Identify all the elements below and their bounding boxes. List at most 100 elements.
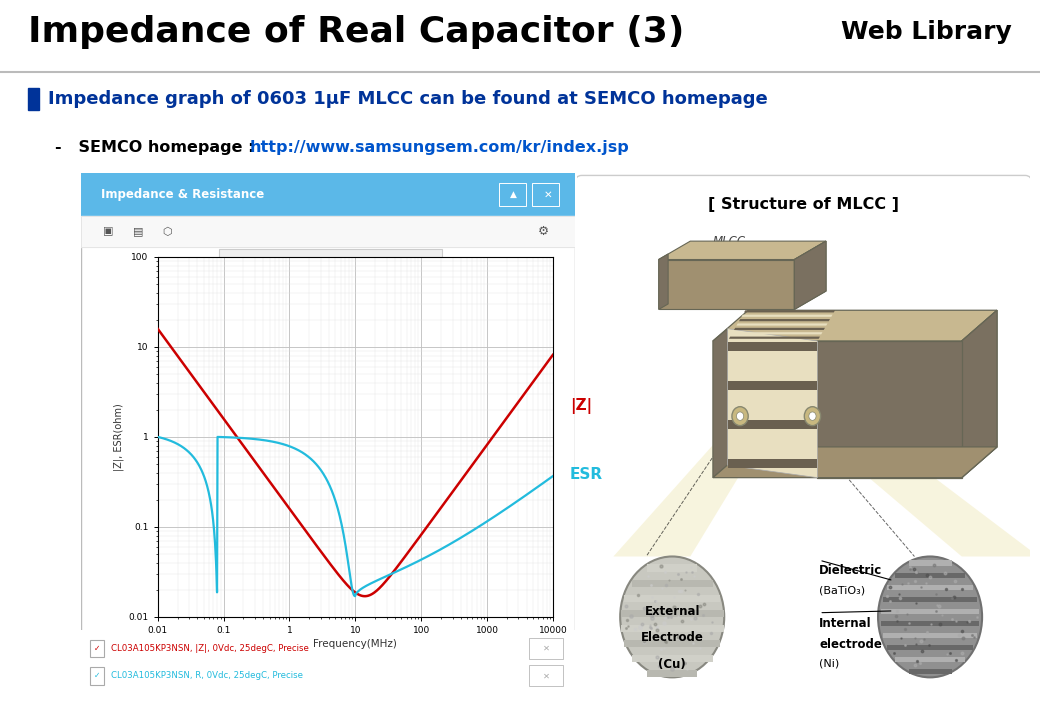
Polygon shape: [734, 328, 825, 330]
Text: |Z|: |Z|: [570, 398, 592, 414]
Text: Impedance graph of 0603 1μF MLCC can be found at SEMCO homepage: Impedance graph of 0603 1μF MLCC can be …: [48, 90, 768, 108]
Bar: [881, 621, 980, 626]
Bar: [631, 580, 712, 587]
Bar: [647, 564, 698, 572]
Text: Web Library: Web Library: [841, 19, 1012, 44]
Text: ·  C = 1.0μF: · C = 1.0μF: [233, 282, 304, 292]
Bar: [887, 645, 972, 650]
Text: •  03A105KP3NSN: • 03A105KP3NSN: [237, 259, 349, 269]
Circle shape: [732, 407, 748, 426]
Polygon shape: [728, 342, 817, 351]
Polygon shape: [713, 329, 728, 477]
Polygon shape: [728, 361, 817, 370]
Bar: [887, 585, 972, 590]
Text: CL03A105KP3NSN, R, 0Vdc, 25degC, Precise: CL03A105KP3NSN, R, 0Vdc, 25degC, Precise: [110, 671, 303, 680]
Bar: [621, 610, 724, 617]
Polygon shape: [614, 430, 768, 557]
Text: External: External: [645, 606, 700, 618]
Text: ·  ESR ~ 17mΩ @SRF: · ESR ~ 17mΩ @SRF: [233, 300, 359, 310]
Polygon shape: [658, 254, 668, 310]
Circle shape: [809, 412, 816, 420]
Polygon shape: [962, 310, 997, 477]
Polygon shape: [713, 447, 997, 477]
FancyBboxPatch shape: [219, 249, 442, 378]
Bar: [894, 572, 965, 577]
Bar: [528, 665, 564, 686]
Text: ✕: ✕: [543, 644, 549, 653]
Polygon shape: [728, 420, 817, 429]
Text: http://www.samsungsem.com/kr/index.jsp: http://www.samsungsem.com/kr/index.jsp: [250, 140, 630, 155]
Bar: [90, 667, 104, 685]
Bar: [81, 630, 575, 698]
Polygon shape: [795, 241, 826, 310]
Polygon shape: [728, 381, 817, 390]
Bar: [631, 655, 712, 662]
Text: -   SEMCO homepage :: - SEMCO homepage :: [55, 140, 260, 155]
Text: ✓: ✓: [94, 644, 100, 653]
Text: ✓: ✓: [94, 671, 100, 680]
Bar: [28, 89, 40, 110]
Polygon shape: [817, 341, 962, 477]
Bar: [81, 216, 575, 248]
Polygon shape: [728, 400, 817, 409]
Polygon shape: [739, 319, 830, 321]
Text: (BaTiO₃): (BaTiO₃): [820, 585, 865, 595]
Polygon shape: [962, 310, 997, 477]
Bar: [881, 609, 980, 614]
Bar: [531, 183, 558, 206]
Text: ▣: ▣: [103, 227, 113, 237]
Bar: [621, 625, 724, 632]
Polygon shape: [812, 430, 1039, 557]
Circle shape: [878, 557, 982, 678]
Bar: [894, 657, 965, 662]
Bar: [909, 560, 952, 565]
Bar: [624, 595, 721, 602]
Bar: [81, 216, 575, 248]
Bar: [528, 638, 564, 659]
Text: ✕: ✕: [543, 671, 549, 680]
X-axis label: Frequency(MHz): Frequency(MHz): [313, 639, 397, 649]
Polygon shape: [658, 241, 826, 259]
Circle shape: [620, 557, 724, 678]
Text: ⬡: ⬡: [162, 227, 173, 237]
Bar: [90, 639, 104, 657]
Polygon shape: [795, 241, 826, 310]
Bar: [647, 670, 698, 678]
Text: ·  ESL ~ 130pH (SRF~6GHz): · ESL ~ 130pH (SRF~6GHz): [233, 319, 388, 328]
Bar: [909, 669, 952, 675]
Polygon shape: [736, 323, 828, 325]
Polygon shape: [742, 315, 833, 317]
Text: electrode: electrode: [820, 638, 882, 651]
Polygon shape: [731, 332, 823, 334]
Text: (Cu): (Cu): [658, 658, 686, 671]
Text: ✕: ✕: [544, 189, 552, 199]
Polygon shape: [728, 459, 817, 468]
Polygon shape: [713, 310, 997, 341]
FancyBboxPatch shape: [575, 176, 1032, 701]
Polygon shape: [729, 336, 820, 339]
Bar: [624, 640, 721, 647]
Text: ▲: ▲: [510, 190, 517, 199]
Text: Impedance of Real Capacitor (3): Impedance of Real Capacitor (3): [28, 14, 684, 49]
Text: [ Structure of MLCC ]: [ Structure of MLCC ]: [708, 197, 899, 212]
Polygon shape: [728, 440, 817, 449]
Bar: [883, 633, 978, 638]
Text: ▤: ▤: [133, 227, 144, 237]
Bar: [81, 173, 575, 216]
Text: ⚙: ⚙: [538, 225, 549, 238]
Text: Impedance & Resistance: Impedance & Resistance: [101, 188, 264, 201]
Polygon shape: [658, 259, 795, 310]
Polygon shape: [728, 329, 817, 477]
Circle shape: [804, 407, 821, 426]
Circle shape: [736, 412, 744, 420]
Text: (Ni): (Ni): [820, 659, 839, 669]
Text: MLCC: MLCC: [713, 235, 746, 248]
Text: Internal: Internal: [820, 617, 872, 630]
Bar: [883, 597, 978, 602]
Polygon shape: [744, 310, 835, 312]
Text: CL03A105KP3NSN, |Z|, 0Vdc, 25degC, Precise: CL03A105KP3NSN, |Z|, 0Vdc, 25degC, Preci…: [110, 644, 309, 653]
Text: Electrode: Electrode: [641, 631, 704, 644]
Y-axis label: |Z|, ESR(ohm): |Z|, ESR(ohm): [113, 403, 125, 471]
Bar: [498, 183, 525, 206]
Text: Dielectric: Dielectric: [820, 564, 883, 577]
